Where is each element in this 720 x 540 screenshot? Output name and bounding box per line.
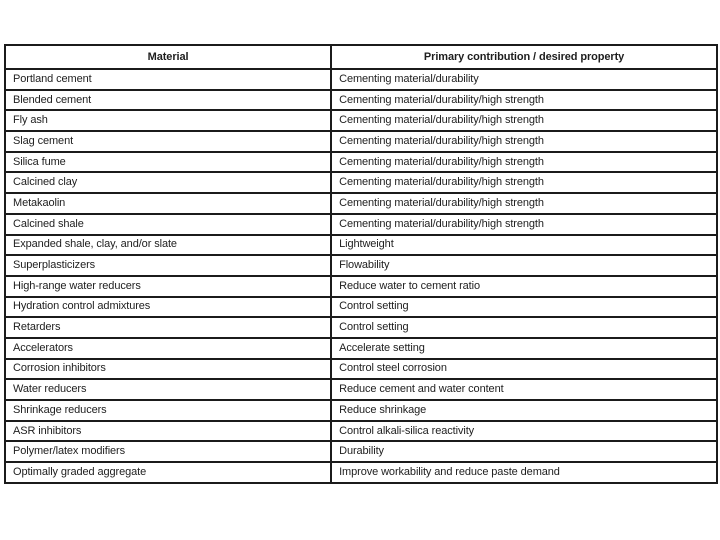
header-cell-property: Primary contribution / desired property — [330, 44, 718, 70]
table-row: Polymer/latex modifiers Durability — [3, 440, 718, 464]
material-cell: Corrosion inhibitors — [3, 357, 333, 381]
header-cell-material: Material — [3, 44, 333, 70]
material-cell: High-range water reducers — [3, 274, 333, 298]
material-cell: Calcined shale — [3, 212, 333, 236]
material-cell: ASR inhibitors — [3, 419, 333, 443]
property-cell: Reduce cement and water content — [330, 378, 718, 401]
material-cell: Water reducers — [3, 378, 333, 401]
material-cell: Accelerators — [3, 336, 333, 360]
material-cell: Retarders — [3, 316, 333, 339]
property-cell: Cementing material/durability/high stren… — [330, 192, 718, 215]
table-row: Calcined clay Cementing material/durabil… — [3, 171, 718, 195]
property-cell: Cementing material/durability — [330, 68, 718, 91]
table-row: High-range water reducers Reduce water t… — [3, 274, 718, 298]
property-cell: Reduce shrinkage — [330, 399, 718, 422]
table-row: Silica fume Cementing material/durabilit… — [3, 150, 718, 174]
table-row: Hydration control admixtures Control set… — [3, 295, 718, 319]
table-row: Water reducers Reduce cement and water c… — [3, 378, 718, 401]
table-row: Optimally graded aggregate Improve worka… — [3, 461, 718, 484]
table-row: Portland cement Cementing material/durab… — [3, 68, 718, 91]
property-cell: Cementing material/durability/high stren… — [330, 150, 718, 174]
property-cell: Cementing material/durability/high stren… — [330, 171, 718, 195]
table-row: Metakaolin Cementing material/durability… — [3, 192, 718, 215]
table-row: Blended cement Cementing material/durabi… — [3, 88, 718, 112]
table-row: Expanded shale, clay, and/or slate Light… — [3, 233, 718, 257]
material-cell: Portland cement — [3, 68, 333, 91]
table-row: Slag cement Cementing material/durabilit… — [3, 130, 718, 153]
material-cell: Silica fume — [3, 150, 333, 174]
property-cell: Cementing material/durability/high stren… — [330, 109, 718, 133]
material-cell: Fly ash — [3, 109, 333, 133]
property-cell: Control setting — [330, 316, 718, 339]
material-cell: Metakaolin — [3, 192, 333, 215]
property-cell: Accelerate setting — [330, 336, 718, 360]
materials-table: Material Primary contribution / desired … — [3, 44, 718, 484]
table-row: Superplasticizers Flowability — [3, 254, 718, 277]
header-row: Material Primary contribution / desired … — [3, 44, 718, 70]
material-cell: Calcined clay — [3, 171, 333, 195]
material-cell: Hydration control admixtures — [3, 295, 333, 319]
property-cell: Cementing material/durability/high stren… — [330, 212, 718, 236]
table-row: Shrinkage reducers Reduce shrinkage — [3, 399, 718, 422]
property-cell: Control alkali-silica reactivity — [330, 419, 718, 443]
table-row: Retarders Control setting — [3, 316, 718, 339]
material-cell: Blended cement — [3, 88, 333, 112]
material-cell: Superplasticizers — [3, 254, 333, 277]
property-cell: Durability — [330, 440, 718, 464]
table-row: ASR inhibitors Control alkali-silica rea… — [3, 419, 718, 443]
property-cell: Improve workability and reduce paste dem… — [330, 461, 718, 484]
property-cell: Control setting — [330, 295, 718, 319]
table-row: Corrosion inhibitors Control steel corro… — [3, 357, 718, 381]
property-cell: Reduce water to cement ratio — [330, 274, 718, 298]
property-cell: Cementing material/durability/high stren… — [330, 88, 718, 112]
property-cell: Flowability — [330, 254, 718, 277]
property-cell: Cementing material/durability/high stren… — [330, 130, 718, 153]
table-row: Fly ash Cementing material/durability/hi… — [3, 109, 718, 133]
property-cell: Control steel corrosion — [330, 357, 718, 381]
material-cell: Expanded shale, clay, and/or slate — [3, 233, 333, 257]
property-cell: Lightweight — [330, 233, 718, 257]
table-row: Accelerators Accelerate setting — [3, 336, 718, 360]
material-cell: Shrinkage reducers — [3, 399, 333, 422]
table-row: Calcined shale Cementing material/durabi… — [3, 212, 718, 236]
material-cell: Slag cement — [3, 130, 333, 153]
material-cell: Polymer/latex modifiers — [3, 440, 333, 464]
material-cell: Optimally graded aggregate — [3, 461, 333, 484]
